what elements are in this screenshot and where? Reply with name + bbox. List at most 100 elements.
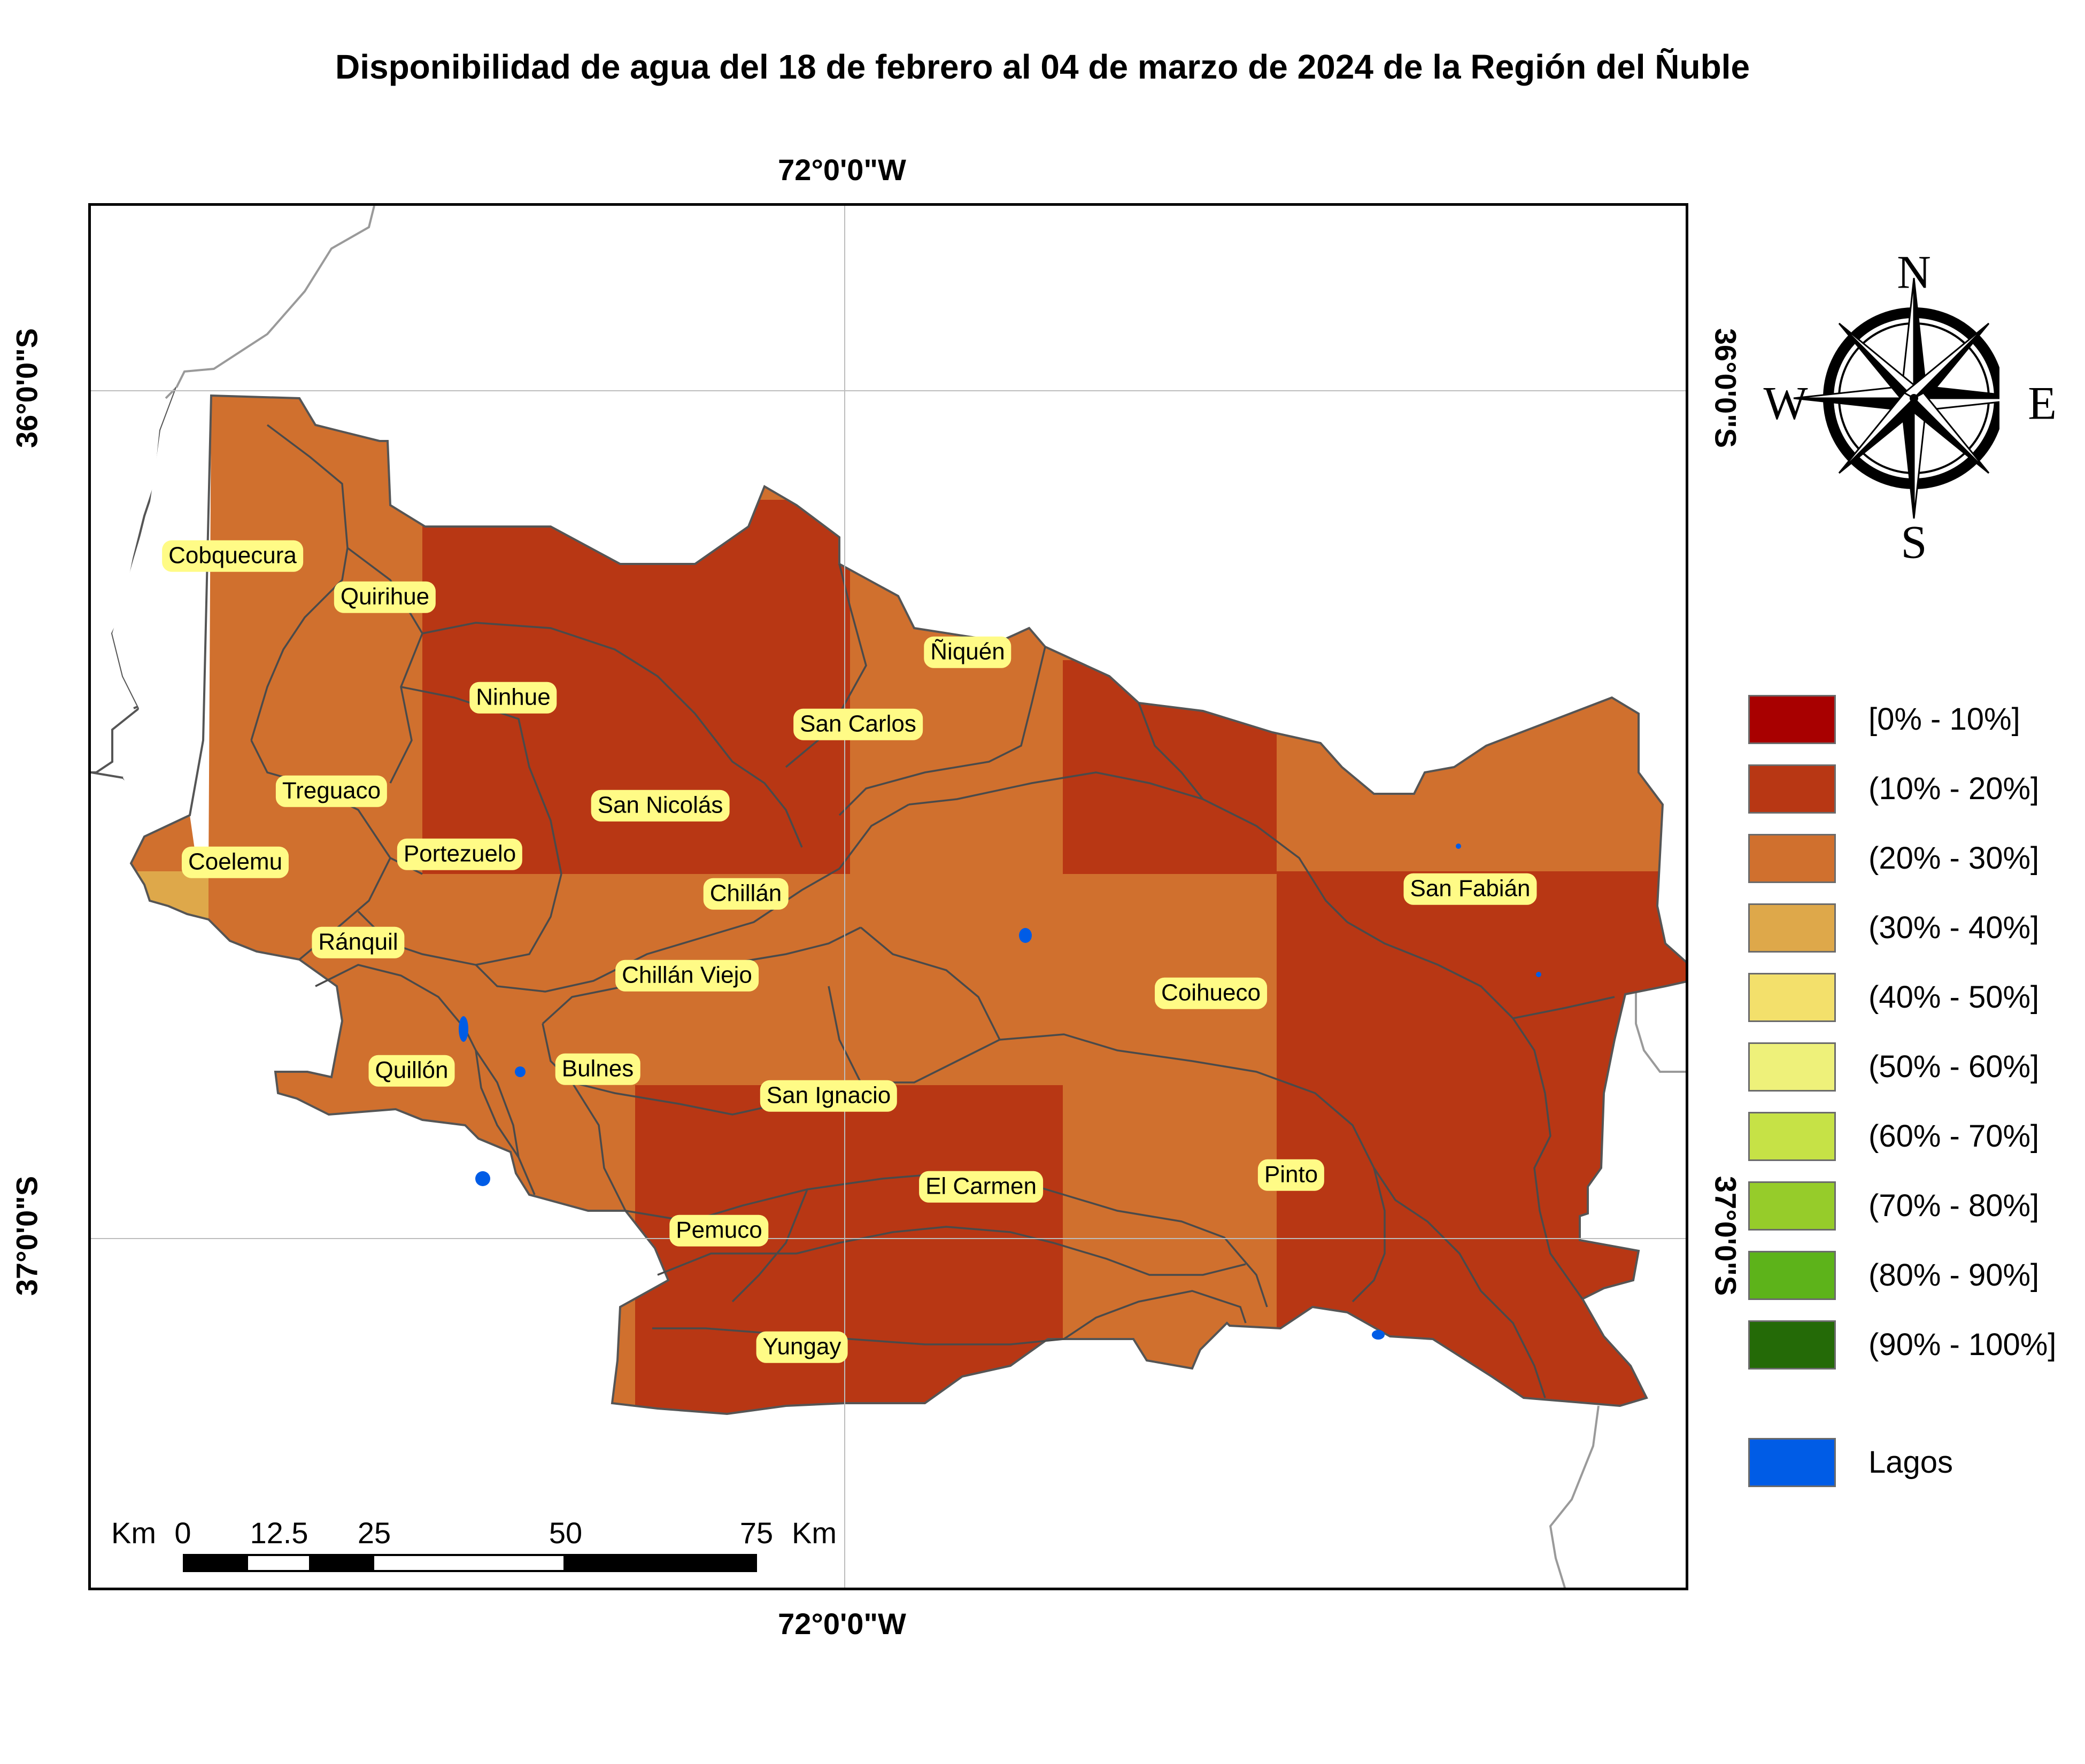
commune-label: Chillán (705, 880, 786, 908)
boundary-quirihue-ninhue (346, 547, 423, 784)
boundary-niquen-san-carlos (838, 646, 1046, 816)
legend-label: (90% - 100%] (1868, 1327, 2057, 1362)
map-canvas (91, 206, 1686, 1588)
legend-swatch (1748, 764, 1836, 814)
legend-item: [0% - 10%] (1748, 695, 2069, 748)
lake (1019, 928, 1032, 943)
legend-swatch (1748, 1181, 1836, 1231)
map-frame[interactable]: Cobquecura Quirihue Ninhue Ñiquén San Carlos… (88, 203, 1688, 1590)
commune-label: Coihueco (1157, 979, 1265, 1007)
boundary-cobquecura-quirihue (250, 424, 349, 741)
commune-label: San Ignacio (762, 1082, 895, 1110)
boundary-el-carmen-south (1063, 1290, 1247, 1340)
legend-swatch (1748, 834, 1836, 883)
scale-unit-right: Km (792, 1516, 837, 1550)
legend-item: (10% - 20%] (1748, 764, 2069, 818)
raster-block-niquen-east (1063, 660, 1277, 874)
legend-label: (50% - 60%] (1868, 1049, 2040, 1084)
scale-tick-75: 75 (739, 1516, 774, 1550)
legend-label: [0% - 10%] (1868, 702, 2020, 737)
lake (1456, 844, 1461, 849)
legend-item: (40% - 50%] (1748, 973, 2069, 1026)
scale-segment-3 (309, 1554, 374, 1572)
commune-boundaries (250, 424, 1615, 1398)
raster-block-san-fabian-pinto (1277, 871, 1686, 1414)
boundary-ninhue-san-nicolas (400, 686, 562, 875)
latitude-37-label-left: 37°0'0"S (10, 1175, 44, 1296)
compass-north: N (1897, 246, 1931, 299)
scale-segment-2 (246, 1554, 311, 1572)
commune-label: Chillán Viejo (617, 962, 756, 989)
map-title: Disponibilidad de agua del 18 de febrero… (335, 48, 1750, 86)
boundary-chillan-north (475, 803, 909, 993)
legend-label: (70% - 80%] (1868, 1188, 2040, 1223)
scale-segment-4 (372, 1554, 566, 1572)
legend-swatch (1748, 1112, 1836, 1161)
boundary-el-carmen-north (796, 1226, 1246, 1276)
legend-item: (30% - 40%] (1748, 903, 2069, 957)
commune-label: Quirihue (336, 583, 434, 611)
legend-item: (90% - 100%] (1748, 1320, 2069, 1374)
commune-label: Coelemu (183, 848, 287, 876)
boundary-san-fabian-coihueco (1347, 921, 1584, 1300)
scale-tick-0: 0 (174, 1516, 191, 1550)
latitude-36-label-left: 36°0'0"S (10, 328, 44, 448)
legend-swatch (1748, 1251, 1836, 1300)
latitude-37-label-right: 37°0'0"S (1709, 1175, 1743, 1296)
raster-block-san-carlos-north (839, 527, 855, 548)
legend-swatch (1748, 903, 1836, 953)
legend-item-lakes: Lagos (1748, 1438, 2069, 1491)
lakes (459, 844, 1541, 1340)
legend-item: (80% - 90%] (1748, 1251, 2069, 1304)
compass-west: W (1763, 377, 1808, 430)
compass-south: S (1901, 516, 1927, 569)
legend-item: (70% - 80%] (1748, 1181, 2069, 1235)
longitude-label-top: 72°0'0"W (778, 153, 906, 187)
neighbor-boundary-south (1549, 1405, 1600, 1588)
longitude-label-bottom: 72°0'0"W (778, 1607, 906, 1641)
commune-label: Quillón (370, 1057, 453, 1085)
commune-label: San Fabián (1406, 875, 1535, 903)
lake (1372, 1330, 1385, 1340)
commune-label: Pinto (1260, 1161, 1323, 1189)
raster-block-san-ignacio-yungay (635, 1085, 1063, 1414)
boundary-chillan-viejo (828, 926, 1001, 1084)
scale-bar: Km 0 12.5 25 50 75 Km (102, 1502, 904, 1588)
commune-label: Portezuelo (399, 840, 521, 868)
scale-segment-1 (183, 1554, 248, 1572)
scale-tick-50: 50 (549, 1516, 583, 1550)
boundary-san-carlos-coihueco (908, 771, 1348, 923)
scale-tick-25: 25 (357, 1516, 391, 1550)
neighbor-boundary-east (1635, 976, 1686, 1073)
commune-label: San Nicolás (593, 792, 728, 819)
latitude-36-label-right: 36°0'0"S (1709, 328, 1743, 448)
boundary-bulnes-san-ignacio (571, 1082, 627, 1211)
compass-east: E (2028, 377, 2057, 430)
legend-label: (10% - 20%] (1868, 771, 2040, 806)
lake (459, 1016, 468, 1042)
boundary-pemuco-yungay (652, 1327, 1064, 1345)
commune-label: Pemuco (671, 1217, 767, 1244)
commune-label: Ñiquén (926, 638, 1009, 666)
boundary-san-carlos-niquen (785, 563, 867, 768)
scale-segment-5 (563, 1554, 757, 1572)
boundary-coihueco-pinto (999, 1033, 1386, 1303)
commune-label: Bulnes (557, 1055, 638, 1083)
legend-item: (50% - 60%] (1748, 1042, 2069, 1096)
legend-swatch-lakes (1748, 1438, 1836, 1487)
boundary-san-fabian-east (1512, 996, 1615, 1019)
raster-block-coelemu (131, 871, 208, 978)
legend-swatch (1748, 973, 1836, 1022)
boundary-quillon-bulnes (475, 1050, 536, 1195)
commune-label: Ránquil (314, 929, 403, 956)
neighbor-boundary-north (165, 206, 375, 399)
coastal-strip (112, 388, 211, 871)
legend-swatch (1748, 1320, 1836, 1370)
commune-label: Treguaco (277, 777, 385, 805)
lake (515, 1066, 526, 1077)
legend-label: (40% - 50%] (1868, 980, 2040, 1015)
boundary-niquen-east (1138, 702, 1204, 800)
commune-label: Yungay (758, 1333, 846, 1361)
legend-label: (60% - 70%] (1868, 1119, 2040, 1154)
legend-swatch (1748, 1042, 1836, 1092)
